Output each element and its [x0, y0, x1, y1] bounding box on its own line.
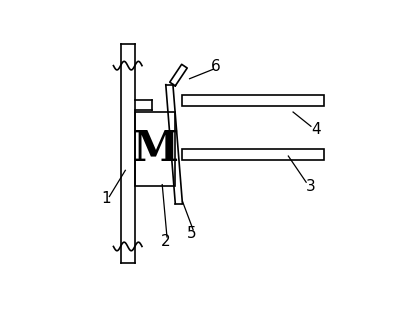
Bar [182, 149, 323, 160]
Bar [182, 95, 323, 106]
Text: M: M [132, 128, 178, 170]
Text: 3: 3 [305, 180, 315, 194]
Text: 6: 6 [210, 59, 220, 74]
Text: 5: 5 [187, 226, 196, 241]
Text: 4: 4 [310, 122, 320, 138]
Bar [135, 112, 175, 186]
Text: 2: 2 [161, 234, 170, 249]
Text: 1: 1 [101, 191, 111, 206]
